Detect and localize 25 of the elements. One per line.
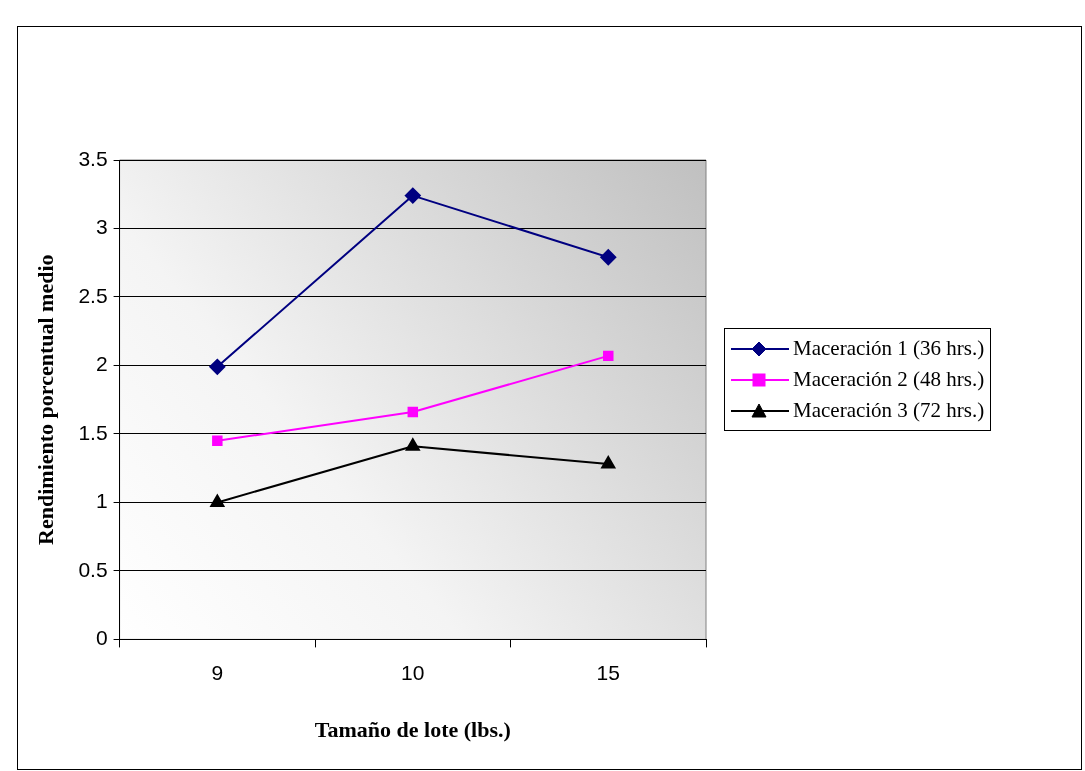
x-tick-label: 10 xyxy=(401,660,425,684)
y-tick-label: 2 xyxy=(95,352,108,376)
point xyxy=(212,435,223,447)
y-tick-label: 2.5 xyxy=(78,283,108,307)
x-tick-label: 9 xyxy=(211,660,224,684)
legend-label: Maceración 3 (72 hrs.) xyxy=(793,398,985,423)
x-axis-title: Tamaño de lote (lbs.) xyxy=(314,717,511,743)
y-tick-label: 1 xyxy=(95,489,108,513)
point xyxy=(405,438,420,451)
point xyxy=(210,494,225,507)
y-tick-label: 3.5 xyxy=(78,146,108,170)
y-tick-label: 0.5 xyxy=(78,557,108,581)
legend-label: Maceración 1 (36 hrs.) xyxy=(793,336,985,361)
point xyxy=(209,358,226,375)
legend-label: Maceración 2 (48 hrs.) xyxy=(793,367,985,392)
y-tick-label: 0 xyxy=(95,626,108,650)
point xyxy=(601,456,616,469)
point xyxy=(603,350,614,362)
y-tick-label: 1.5 xyxy=(78,420,108,444)
x-tick-label: 15 xyxy=(596,660,620,684)
point xyxy=(407,406,419,418)
point xyxy=(600,249,617,266)
point xyxy=(404,187,421,204)
y-axis-title: Rendimiento porcentual medio xyxy=(32,254,58,545)
y-tick-label: 3 xyxy=(95,215,108,239)
